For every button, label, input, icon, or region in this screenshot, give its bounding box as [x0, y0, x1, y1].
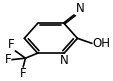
Text: OH: OH	[92, 37, 109, 50]
Text: N: N	[60, 54, 68, 67]
Text: F: F	[20, 67, 26, 80]
Text: N: N	[75, 2, 84, 14]
Text: F: F	[8, 38, 15, 51]
Text: F: F	[5, 53, 11, 66]
